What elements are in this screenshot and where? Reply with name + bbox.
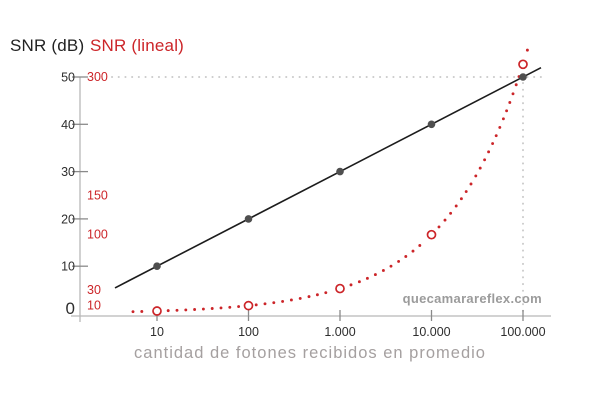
snr-db-point — [153, 262, 161, 271]
y-tick-label: 40 — [61, 118, 75, 132]
snr-lineal-curve-dot — [478, 166, 482, 170]
snr-lineal-curve-dot — [365, 276, 369, 280]
snr-db-point — [519, 73, 527, 81]
snr-lineal-curve-dot — [514, 83, 518, 87]
snr-lineal-curve-dot — [404, 255, 408, 258]
snr-lineal-curve-dot — [307, 295, 311, 299]
y-tick-label: 20 — [61, 212, 75, 226]
x-tick-label: 10 — [150, 325, 164, 339]
snr-lineal-point — [335, 283, 345, 294]
snr-lineal-curve-dot — [449, 211, 453, 215]
snr-lineal-curve-dot — [349, 283, 353, 287]
snr-lineal-curve-dot — [357, 280, 361, 284]
snr-lineal-curve-dot — [474, 174, 478, 178]
snr-lineal-curve-dot — [184, 308, 188, 312]
y-tick-label: 0 — [66, 299, 75, 318]
lineal-tick-label: 30 — [87, 283, 101, 297]
lineal-tick-label: 300 — [87, 70, 108, 84]
snr-lineal-curve-dot — [272, 301, 276, 305]
x-tick-label: 100.000 — [500, 325, 545, 339]
snr-db-point — [427, 120, 436, 129]
watermark-text: quecamarareflex.com — [402, 291, 542, 306]
y-tick-label: 30 — [61, 165, 75, 179]
y-tick-label: 50 — [61, 71, 75, 85]
snr-lineal-curve-dot — [494, 134, 498, 138]
snr-lineal-curve-dot — [228, 305, 232, 309]
snr-lineal-curve-dot — [505, 109, 509, 113]
lineal-tick-label: 100 — [87, 228, 108, 242]
snr-lineal-curve-dot — [210, 307, 214, 310]
snr-lineal-curve-dot — [298, 296, 302, 300]
snr-lineal-curve-dot — [454, 204, 458, 208]
snr-lineal-curve-dot — [483, 158, 487, 162]
snr-lineal-curve-dot — [254, 303, 258, 307]
snr-lineal-curve-dot — [219, 306, 223, 310]
snr-lineal-curve-dot — [397, 259, 401, 263]
snr-lineal-curve-dot — [315, 293, 319, 297]
snr-lineal-curve-dot — [443, 218, 447, 222]
snr-lineal-curve-dot — [324, 291, 328, 295]
snr-lineal-curve-dot — [193, 308, 197, 311]
snr-lineal-curve-dot — [437, 225, 441, 229]
snr-lineal-point — [243, 300, 254, 311]
lineal-tick-label: 150 — [87, 188, 108, 202]
x-tick-label: 100 — [238, 325, 259, 339]
x-axis-label: cantidad de fotones recibidos en promedi… — [134, 344, 486, 362]
snr-lineal-curve-dot — [237, 305, 241, 308]
snr-lineal-curve-dot — [491, 142, 495, 145]
snr-lineal-curve-dot — [131, 310, 135, 314]
snr-lineal-curve-dot — [281, 299, 285, 303]
snr-lineal-curve-dot — [381, 269, 385, 272]
snr-lineal-point — [518, 59, 528, 70]
snr-lineal-curve-dot — [140, 309, 144, 313]
lineal-axis-title: SNR (lineal) — [90, 36, 185, 55]
snr-lineal-point — [426, 229, 437, 240]
snr-lineal-curve-dot — [501, 117, 505, 121]
db-axis-title: SNR (dB) — [10, 36, 85, 55]
x-tick-label: 1.000 — [324, 325, 355, 339]
snr-lineal-curve-dot — [373, 273, 377, 277]
y-tick-label: 10 — [61, 260, 75, 274]
snr-db-line — [114, 66, 542, 289]
snr-db-point — [336, 167, 344, 176]
snr-lineal-point — [152, 306, 162, 316]
snr-lineal-curve-dot — [511, 92, 515, 96]
lineal-tick-label: 10 — [87, 299, 101, 313]
snr-lineal-curve-dot — [459, 197, 463, 201]
snr-db-point — [244, 215, 253, 223]
snr-lineal-curve-dot — [525, 48, 529, 52]
snr-lineal-curve-dot — [166, 309, 170, 313]
snr-lineal-curve-dot — [411, 249, 415, 253]
snr-lineal-curve-dot — [508, 100, 512, 104]
snr-lineal-curve-dot — [289, 298, 293, 302]
snr-lineal-curve-dot — [175, 308, 179, 312]
snr-lineal-curve-dot — [263, 302, 267, 306]
snr-lineal-curve-dot — [464, 190, 468, 194]
snr-lineal-curve-dot — [498, 125, 502, 129]
snr-lineal-curve-dot — [487, 150, 491, 154]
x-tick-label: 10.000 — [412, 325, 450, 339]
snr-lineal-curve-dot — [201, 307, 205, 311]
snr-lineal-curve-dot — [389, 264, 393, 268]
snr-lineal-curve-dot — [418, 244, 422, 247]
snr-lineal-curve-dot — [469, 182, 473, 186]
